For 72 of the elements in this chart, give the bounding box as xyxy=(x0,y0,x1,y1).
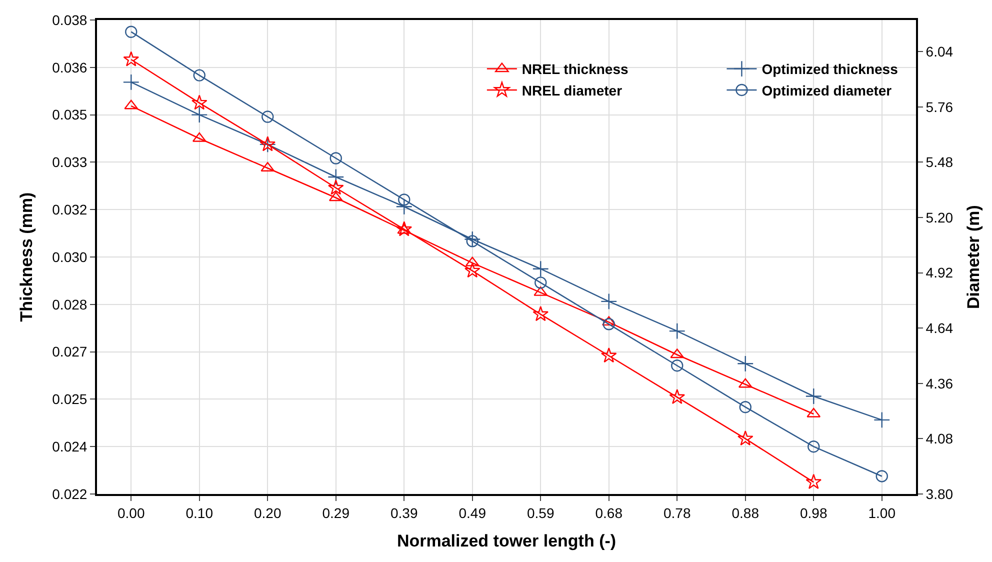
y-tick-label: 0.027 xyxy=(52,344,88,360)
legend-label: NREL diameter xyxy=(522,82,623,98)
point xyxy=(123,51,140,66)
x-tick-label: 0.00 xyxy=(118,504,145,521)
point xyxy=(600,293,618,310)
point xyxy=(739,401,752,414)
y-tick-label: 0.032 xyxy=(52,202,88,218)
y2-tick-label: 6.04 xyxy=(926,44,954,60)
point xyxy=(534,276,547,289)
point xyxy=(328,168,344,186)
point xyxy=(532,260,549,278)
x-tick-label: 0.98 xyxy=(800,504,828,521)
y2-tick-label: 4.64 xyxy=(926,320,954,336)
point xyxy=(191,106,208,124)
legend-label: Optimized diameter xyxy=(762,82,892,98)
point xyxy=(669,388,686,404)
point xyxy=(737,430,754,446)
y2-tick-label: 4.36 xyxy=(926,375,954,392)
point xyxy=(125,26,138,38)
point xyxy=(876,470,888,482)
x-tick-label: 0.49 xyxy=(458,504,486,521)
point xyxy=(671,360,684,372)
y-tick-label: 0.036 xyxy=(52,59,88,76)
point xyxy=(193,69,206,82)
x-tick-label: 0.68 xyxy=(595,504,623,521)
y-tick-label: 0.028 xyxy=(52,296,88,312)
x-tick-label: 1.00 xyxy=(868,504,896,521)
point xyxy=(532,306,549,322)
y-tick-label: 0.038 xyxy=(52,12,88,28)
y-tick-label: 0.022 xyxy=(52,486,88,502)
x-tick-label: 0.88 xyxy=(732,504,760,521)
y-tick-label: 0.024 xyxy=(52,438,88,454)
point xyxy=(600,347,617,363)
point xyxy=(602,318,615,330)
point xyxy=(122,74,140,91)
y2-tick-label: 4.92 xyxy=(926,264,954,281)
y-tick-label: 0.025 xyxy=(52,391,88,408)
point xyxy=(464,230,481,248)
point xyxy=(737,355,754,372)
point xyxy=(668,322,686,340)
x-tick-label: 0.59 xyxy=(527,504,554,521)
y2-tick-label: 5.20 xyxy=(926,209,954,226)
y2-tick-label: 5.76 xyxy=(926,98,954,115)
point xyxy=(398,194,410,206)
y2-tick-label: 3.80 xyxy=(926,486,954,502)
y-axis-title: Thickness (mm) xyxy=(17,192,36,322)
x-tick-label: 0.29 xyxy=(322,504,350,521)
y-tick-label: 0.033 xyxy=(52,154,88,170)
x-tick-label: 0.78 xyxy=(664,504,691,521)
point xyxy=(396,221,412,236)
point xyxy=(396,198,412,215)
y-tick-label: 0.035 xyxy=(52,106,88,123)
point xyxy=(464,262,480,278)
x-tick-label: 0.10 xyxy=(186,504,214,521)
x-tick-label: 0.39 xyxy=(390,504,418,521)
y2-tick-label: 5.48 xyxy=(926,154,954,170)
x-axis-title: Normalized tower length (-) xyxy=(396,532,616,551)
x-tick-label: 0.20 xyxy=(254,504,282,521)
point xyxy=(806,474,822,489)
point xyxy=(466,235,478,248)
point xyxy=(191,94,208,110)
point xyxy=(808,440,820,453)
y2-axis-title: Diameter (m) xyxy=(964,205,984,309)
point xyxy=(805,388,822,405)
point xyxy=(328,180,344,195)
point xyxy=(874,412,890,428)
point xyxy=(262,110,274,123)
legend-label: Optimized thickness xyxy=(762,61,898,78)
y-tick-label: 0.030 xyxy=(52,248,88,265)
y2-tick-label: 4.08 xyxy=(926,430,954,447)
point xyxy=(330,152,342,164)
legend-label: NREL thickness xyxy=(522,61,628,78)
